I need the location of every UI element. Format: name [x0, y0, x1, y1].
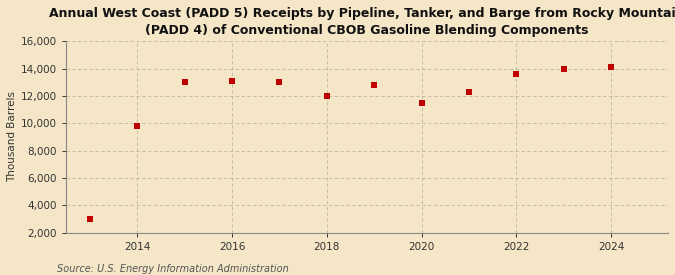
Point [511, 72, 522, 76]
Point [464, 90, 475, 94]
Point [605, 65, 616, 70]
Point [416, 101, 427, 105]
Point [558, 67, 569, 71]
Point [369, 83, 379, 87]
Y-axis label: Thousand Barrels: Thousand Barrels [7, 92, 17, 182]
Point [132, 124, 142, 128]
Point [227, 79, 238, 83]
Point [274, 80, 285, 84]
Point [180, 80, 190, 84]
Title: Annual West Coast (PADD 5) Receipts by Pipeline, Tanker, and Barge from Rocky Mo: Annual West Coast (PADD 5) Receipts by P… [49, 7, 675, 37]
Text: Source: U.S. Energy Information Administration: Source: U.S. Energy Information Administ… [57, 264, 289, 274]
Point [321, 94, 332, 98]
Point [84, 217, 95, 221]
